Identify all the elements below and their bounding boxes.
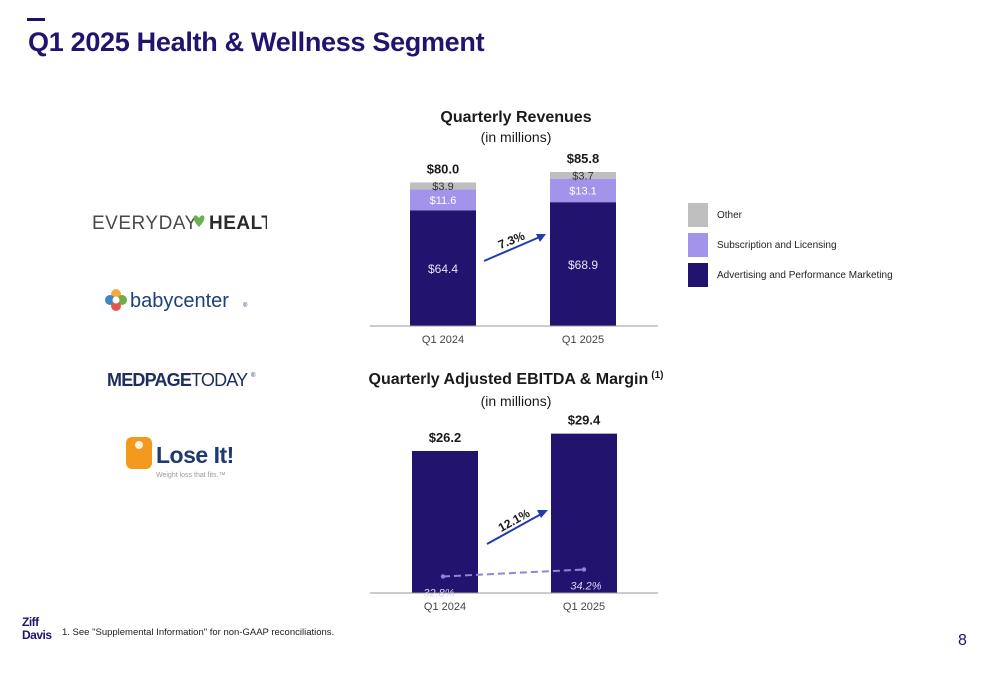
title-accent-bar	[27, 18, 45, 21]
revenue-data-label: $68.9	[568, 258, 598, 272]
legend-swatch	[688, 233, 708, 257]
svg-text:babycenter: babycenter	[130, 290, 229, 312]
revenue-data-label: $11.6	[430, 195, 457, 207]
revenue-bar-segment	[410, 189, 476, 211]
revenue-data-label: $3.7	[572, 170, 593, 182]
revenue-chart-subtitle: (in millions)	[481, 129, 552, 145]
revenue-growth-arrowhead	[536, 234, 546, 242]
ebitda-growth-arrowhead	[537, 510, 548, 518]
ziff-davis-logo-graphic: Ziff Davis	[22, 615, 53, 642]
svg-text:HEALTH: HEALTH	[209, 213, 267, 234]
svg-text:MEDPAGE: MEDPAGE	[107, 370, 192, 390]
legend-item: Other	[688, 200, 893, 230]
revenue-total-label: $85.8	[567, 151, 600, 166]
ebitda-bar	[551, 433, 617, 593]
ebitda-footnote-ref: (1)	[651, 370, 663, 381]
revenue-data-label: $3.9	[432, 181, 453, 193]
revenue-chart-title: Quarterly Revenues	[440, 109, 591, 126]
ebitda-value-label: $29.4	[568, 413, 601, 428]
revenue-growth-arrow	[483, 235, 543, 262]
legend-item: Subscription and Licensing	[688, 230, 893, 260]
everyday-health-logo: EVERYDAY HEALTH ™	[92, 210, 288, 239]
svg-text:TODAY: TODAY	[191, 370, 248, 390]
everyday-health-logo-graphic: EVERYDAY HEALTH ™	[92, 213, 288, 234]
lose-it-logo-graphic: Lose It! Weight loss that fits.™	[126, 437, 234, 479]
ebitda-chart-title-text: Quarterly Adjusted EBITDA & Margin	[369, 371, 649, 388]
ebitda-tick-label: Q1 2024	[424, 601, 466, 613]
revenue-bar-segment	[550, 178, 616, 203]
revenue-data-label: $64.4	[428, 262, 458, 276]
flower-icon	[105, 289, 127, 311]
margin-line	[442, 568, 585, 578]
svg-text:EVERYDAY: EVERYDAY	[92, 213, 198, 234]
revenue-bar-segment	[550, 171, 616, 179]
heart-icon	[193, 215, 205, 227]
medpage-today-logo-graphic: MEDPAGE TODAY ®	[107, 370, 256, 390]
margin-point	[440, 574, 446, 579]
legend-swatch	[688, 263, 708, 287]
revenue-legend: Other Subscription and Licensing Advertisi…	[688, 200, 893, 290]
ebitda-growth-arrow	[486, 512, 544, 545]
revenue-data-label: $13.1	[569, 185, 597, 197]
scale-icon	[126, 437, 152, 469]
footnote: 1. See "Supplemental Information" for no…	[62, 627, 335, 638]
babycenter-logo-graphic: babycenter ®	[105, 289, 248, 312]
lose-it-logo: Lose It! Weight loss that fits.™	[126, 437, 256, 488]
margin-label: 34.2%	[570, 581, 601, 593]
medpage-today-logo: MEDPAGE TODAY ®	[107, 367, 262, 396]
ebitda-chart-subtitle: (in millions)	[481, 393, 552, 409]
svg-text:Ziff: Ziff	[22, 615, 40, 629]
revenue-tick-label: Q1 2024	[422, 334, 464, 346]
page-number: 8	[958, 632, 967, 649]
page-title: Q1 2025 Health & Wellness Segment	[28, 27, 485, 57]
ebitda-value-label: $26.2	[429, 430, 462, 445]
ebitda-chart: Quarterly Adjusted EBITDA & Margin (1) (i…	[369, 370, 664, 613]
revenue-chart: Quarterly Revenues (in millions) $64.4 $1…	[370, 109, 658, 346]
ebitda-bar	[412, 450, 478, 593]
legend-label: Subscription and Licensing	[717, 239, 837, 251]
ebitda-chart-title: Quarterly Adjusted EBITDA & Margin (1)	[369, 370, 664, 388]
revenue-total-label: $80.0	[427, 161, 460, 176]
margin-point	[581, 567, 587, 572]
legend-swatch	[688, 203, 708, 227]
revenue-bar-segment	[550, 202, 616, 326]
svg-text:Davis: Davis	[22, 628, 52, 642]
legend-item: Advertising and Performance Marketing	[688, 260, 893, 290]
svg-text:®: ®	[243, 302, 248, 309]
legend-label: Other	[717, 209, 743, 221]
svg-text:Lose It!: Lose It!	[156, 442, 234, 468]
revenue-tick-label: Q1 2025	[562, 334, 604, 346]
revenue-bar-segment	[410, 210, 476, 326]
ziff-davis-logo: Ziff Davis	[22, 614, 56, 647]
ebitda-tick-label: Q1 2025	[563, 601, 605, 613]
ebitda-growth-label: 12.1%	[496, 506, 533, 535]
svg-text:Weight loss that fits.™: Weight loss that fits.™	[156, 472, 226, 479]
svg-text:®: ®	[251, 372, 256, 379]
legend-label: Advertising and Performance Marketing	[717, 269, 893, 281]
revenue-bar-segment	[410, 182, 476, 190]
babycenter-logo: babycenter ®	[105, 286, 255, 323]
